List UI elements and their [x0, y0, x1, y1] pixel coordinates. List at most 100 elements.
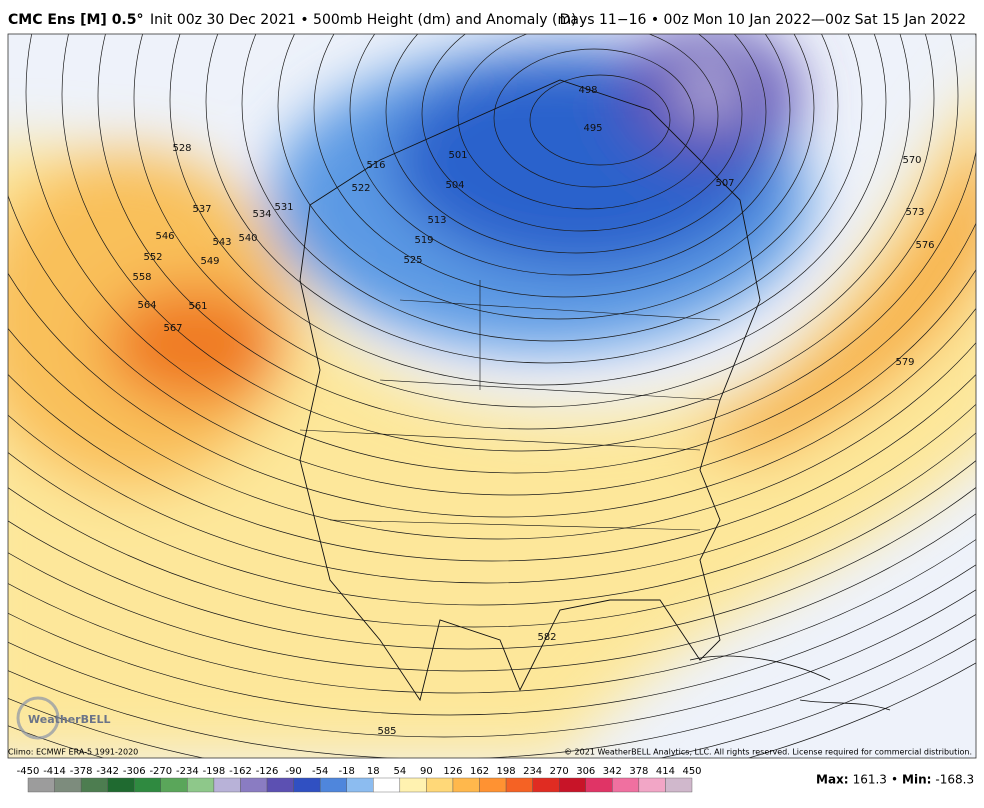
colorbar-tick-label: -306 [123, 766, 146, 777]
colorbar-cell [187, 777, 215, 793]
contour-label: 531 [274, 202, 293, 213]
colorbar-tick-label: 450 [682, 766, 701, 777]
stat-text: 161.3 [853, 773, 887, 787]
colorbar: -450 -414 -378 -342 -306 -270 -234 -198 -162 -126… [17, 766, 702, 793]
contour-label: 534 [252, 209, 271, 220]
colorbar-cell [479, 777, 507, 793]
contour-label: 513 [427, 215, 446, 226]
climo-note: Climo: ECMWF ERA-5 1991-2020 [8, 748, 138, 757]
contour-label: 498 [578, 85, 597, 96]
contour-label: 582 [537, 632, 556, 643]
contour-line [529, 74, 671, 166]
colorbar-cell [346, 777, 374, 793]
contour-label: 573 [905, 207, 924, 218]
contour-label: 528 [172, 143, 191, 154]
colorbar-tick-label: 270 [550, 766, 569, 777]
colorbar-cell [319, 777, 347, 793]
contour-label: 576 [915, 240, 934, 251]
contour-label: 585 [377, 726, 396, 737]
colorbar-cell [213, 777, 241, 793]
colorbar-cell [612, 777, 640, 793]
contour-line [421, 34, 743, 232]
contour-label: 570 [902, 155, 921, 166]
contour-line [8, 486, 976, 650]
stat-text: -168.3 [935, 773, 974, 787]
stat-text: Min: [902, 773, 931, 787]
contour-label: 552 [143, 252, 162, 263]
contour-label: 543 [212, 237, 231, 248]
contour-label: 537 [192, 204, 211, 215]
colorbar-cell [240, 777, 268, 793]
contour-line [61, 34, 976, 452]
colorbar-tick-label: 378 [629, 766, 648, 777]
stats: Max: 161.3 • Min: -168.3 [816, 773, 974, 787]
colorbar-cell [505, 777, 533, 793]
colorbar-cell [134, 777, 162, 793]
contour-label: 501 [448, 150, 467, 161]
colorbar-tick-label: -270 [149, 766, 172, 777]
colorbar-cell [107, 777, 135, 793]
map-title: CMC Ens [M] 0.5° [8, 12, 144, 28]
valid-time: Days 11−16 • 00z Mon 10 Jan 2022—00z Sat… [560, 12, 966, 28]
contour-label: 507 [715, 178, 734, 189]
contour-label: 567 [163, 323, 182, 334]
colorbar-tick-label: -414 [43, 766, 66, 777]
contour-line [241, 34, 863, 342]
contour-line [457, 34, 719, 210]
contour-line [8, 327, 976, 540]
contour-line [385, 34, 767, 254]
colorbar-cell [54, 777, 82, 793]
colorbar-tick-label: 126 [443, 766, 462, 777]
colorbar-tick-label: 414 [656, 766, 675, 777]
contour-line [8, 432, 976, 606]
colorbar-tick-label: -54 [312, 766, 328, 777]
colorbar-cell [452, 777, 480, 793]
colorbar-tick-label: 234 [523, 766, 542, 777]
contour-label: 504 [445, 180, 464, 191]
contour-label: 546 [155, 231, 174, 242]
contour-line [8, 194, 976, 496]
colorbar-cell [293, 777, 321, 793]
contour-label: 540 [238, 233, 257, 244]
colorbar-cell [665, 777, 693, 793]
colorbar-tick-label: -450 [17, 766, 40, 777]
colorbar-tick-label: -234 [176, 766, 199, 777]
contour-line [493, 48, 695, 188]
contour-line [8, 272, 976, 518]
colorbar-cell [585, 777, 613, 793]
colorbar-tick-label: -18 [339, 766, 355, 777]
colorbar-tick-label: -90 [285, 766, 301, 777]
contour-line [8, 589, 976, 738]
colorbar-tick-label: 90 [420, 766, 433, 777]
colorbar-cell [80, 777, 108, 793]
contour-label: 558 [132, 272, 151, 283]
contour-label: 495 [583, 123, 602, 134]
contour-label: 564 [137, 300, 156, 311]
contour-label: 549 [200, 256, 219, 267]
contour-line [133, 34, 935, 408]
contour-line [205, 34, 887, 364]
map-subtitle: Init 00z 30 Dec 2021 • 500mb Height (dm)… [150, 12, 577, 28]
contour-line [97, 34, 959, 430]
contour-line [169, 34, 911, 386]
colorbar-cell [532, 777, 560, 793]
colorbar-cell [426, 777, 454, 793]
colorbar-tick-label: -162 [229, 766, 252, 777]
contour-label: 522 [351, 183, 370, 194]
contour-line [8, 460, 976, 628]
contour-label: 561 [188, 301, 207, 312]
colorbar-tick-label: 54 [393, 766, 406, 777]
colorbar-tick-label: 18 [367, 766, 380, 777]
colorbar-tick-label: 306 [576, 766, 595, 777]
colorbar-tick-label: 162 [470, 766, 489, 777]
contour-line [349, 34, 791, 276]
colorbar-tick-label: 342 [603, 766, 622, 777]
colorbar-tick-label: -198 [203, 766, 226, 777]
colorbar-cell [373, 777, 401, 793]
stat-text: Max: [816, 773, 849, 787]
contour-label: 579 [895, 357, 914, 368]
colorbar-cell [559, 777, 586, 793]
contour-line [8, 513, 976, 672]
colorbar-cell [160, 777, 188, 793]
